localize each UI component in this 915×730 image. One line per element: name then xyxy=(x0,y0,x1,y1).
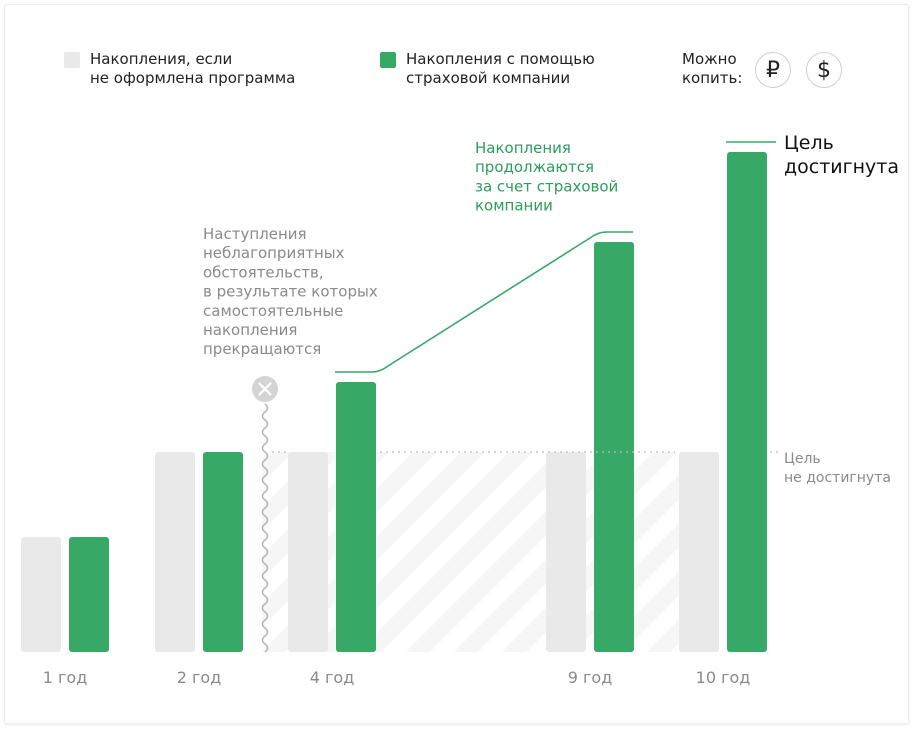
legend-gray-label: Накопления, если не оформлена программа xyxy=(90,50,296,87)
x-tick-label: 10 год xyxy=(696,668,751,687)
x-tick-label: 4 год xyxy=(310,668,355,687)
goal-reached-label: Цель достигнута xyxy=(784,132,899,178)
currency-label: Можно копить: xyxy=(682,50,743,87)
bar-gray-5 xyxy=(679,452,719,652)
rub-currency-button[interactable]: ₽ xyxy=(755,52,791,88)
bar-gray-1 xyxy=(21,537,61,652)
x-tick-label: 9 год xyxy=(568,668,613,687)
bar-green-2 xyxy=(203,452,243,652)
ruble-icon: ₽ xyxy=(766,57,780,83)
adverse-annotation: Наступления неблагоприятных обстоятельств,… xyxy=(203,225,378,358)
legend-green-label: Накопления с помощью страховой компании xyxy=(406,50,595,87)
wavy-separator xyxy=(261,403,269,653)
bar-green-1 xyxy=(69,537,109,652)
dollar-icon: $ xyxy=(817,57,831,83)
legend-gray-swatch xyxy=(64,52,80,68)
x-tick-label: 1 год xyxy=(43,668,88,687)
continue-annotation: Накопления продолжаются за счет страховой к… xyxy=(475,139,618,215)
usd-currency-button[interactable]: $ xyxy=(806,52,842,88)
insurance-trajectory-line xyxy=(335,231,633,373)
goal-not-reached-label: Цель не достигнута xyxy=(784,451,891,486)
bar-gray-4 xyxy=(546,452,586,652)
bar-gray-2 xyxy=(155,452,195,652)
x-tick-label: 2 год xyxy=(177,668,222,687)
close-icon-cross xyxy=(258,382,272,396)
bar-green-4 xyxy=(594,242,634,652)
bar-gray-3 xyxy=(288,452,328,652)
legend-green-swatch xyxy=(380,52,396,68)
bar-green-5 xyxy=(727,152,767,652)
bar-green-3 xyxy=(336,382,376,652)
